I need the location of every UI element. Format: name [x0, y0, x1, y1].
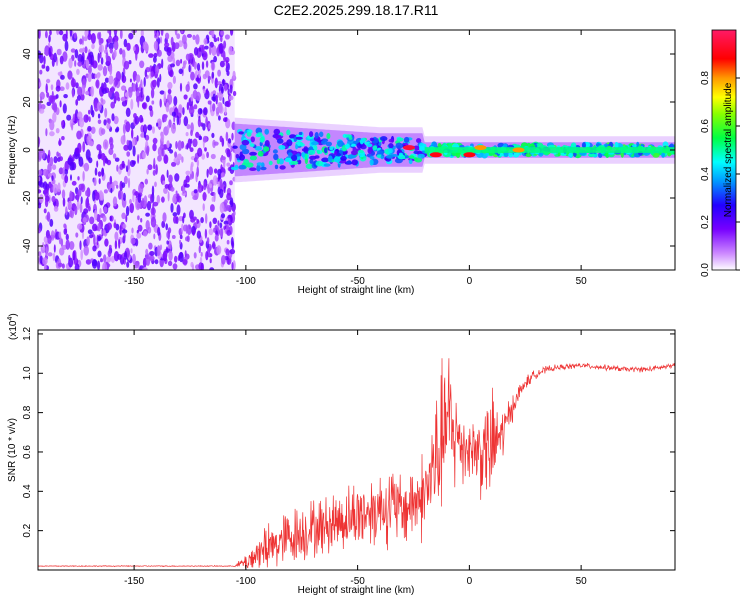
- y-tick-label: 20: [22, 96, 33, 108]
- bottom-plot-frame: [37, 329, 676, 571]
- colorbar-label: Normalized spectral amplitude: [723, 82, 734, 217]
- y-tick-label: 0.8: [22, 405, 33, 419]
- y-tick-label: 0: [22, 147, 33, 153]
- colorbar-tick-label: 0.8: [700, 71, 711, 85]
- bottom-x-axis-label: Height of straight line (km): [298, 585, 415, 596]
- colorbar-tick-label: 0.2: [700, 215, 711, 229]
- snr-series-line: [38, 358, 675, 569]
- spectral-hotspot: [429, 152, 442, 158]
- bottom-y-axis-label: SNR (10 * v/v): [7, 418, 18, 482]
- x-tick-label: -100: [236, 576, 256, 587]
- y-tick-label: 1.0: [22, 366, 33, 380]
- svg-text:(x104): (x104): [7, 313, 19, 340]
- colorbar-tick-label: 0.0: [700, 263, 711, 277]
- x-tick-label: -150: [124, 576, 144, 587]
- y-tick-label: 1.2: [22, 327, 33, 341]
- y-tick-label: -40: [22, 238, 33, 253]
- y-tick-label: 0.4: [22, 484, 33, 498]
- colorbar-tick-label: 0.4: [700, 167, 711, 181]
- chart-title: C2E2.2025.299.18.17.R11: [274, 2, 439, 18]
- spectrogram-heatmap: [38, 30, 675, 270]
- x-tick-label: 0: [467, 576, 473, 587]
- x-tick-label: -50: [350, 276, 365, 287]
- x-tick-label: -150: [124, 276, 144, 287]
- spectral-hotspot: [474, 145, 487, 151]
- y-scale-multiplier: (x104): [7, 313, 19, 340]
- x-tick-label: -50: [350, 576, 365, 587]
- x-tick-label: -100: [236, 276, 256, 287]
- top-x-axis-label: Height of straight line (km): [298, 285, 415, 296]
- colorbar-tick-label: 0.6: [700, 119, 711, 133]
- x-tick-label: 50: [576, 576, 588, 587]
- y-tick-label: 0.6: [22, 445, 33, 459]
- y-tick-label: 0.2: [22, 523, 33, 537]
- colorbar: [711, 29, 737, 271]
- x-tick-label: 50: [576, 276, 588, 287]
- spectral-hotspot: [403, 145, 415, 151]
- y-tick-label: -20: [22, 190, 33, 205]
- x-tick-label: 0: [467, 276, 473, 287]
- spectral-hotspot: [463, 152, 476, 158]
- top-y-axis-label: Frequency (Hz): [7, 116, 18, 185]
- y-tick-label: 40: [22, 48, 33, 60]
- spectral-hotspot: [512, 147, 525, 153]
